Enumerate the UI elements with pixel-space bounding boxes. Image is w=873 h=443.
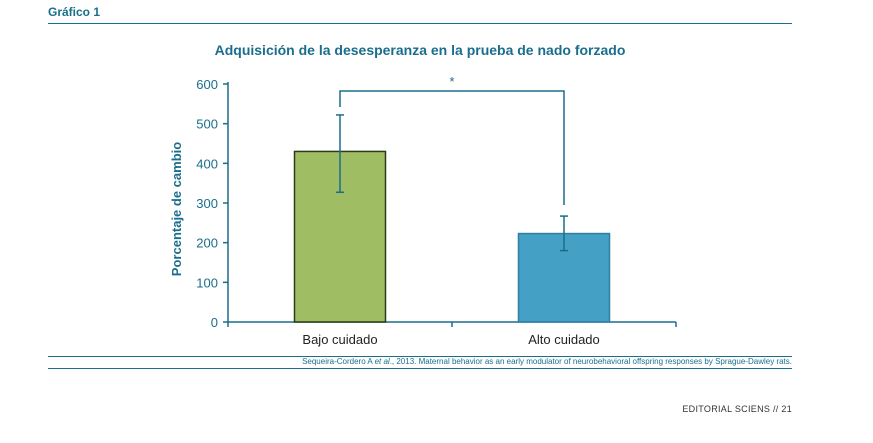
significance-label: * (449, 74, 454, 89)
figure-label: Gráfico 1 (48, 5, 101, 19)
chart-error-bars (336, 114, 568, 252)
source-etal: et al (374, 357, 390, 366)
source-prefix: Sequeira-Cordero A (302, 357, 375, 366)
x-tick-label: Alto cuidado (528, 332, 600, 347)
x-tick-label: Bajo cuidado (302, 332, 377, 347)
y-tick-label: 100 (196, 275, 218, 290)
y-tick-label: 400 (196, 156, 218, 171)
source-suffix: ., 2013. Maternal behavior as an early m… (389, 357, 792, 366)
y-tick-label: 200 (196, 236, 218, 251)
bottom-rule (48, 356, 792, 357)
chart-bars: Bajo cuidado Alto cuidado (293, 150, 611, 347)
bottom-rule-2 (48, 368, 792, 369)
page-footer: EDITORIAL SCIENS // 21 (682, 404, 792, 414)
significance-line (339, 90, 565, 205)
y-axis-label: Porcentaje de cambio (169, 142, 184, 276)
chart-title: Adquisición de la desesperanza en la pru… (214, 42, 626, 58)
y-tick-label: 600 (196, 77, 218, 92)
y-tick-label: 300 (196, 196, 218, 211)
y-tick-label: 500 (196, 117, 218, 132)
significance-bracket: * (339, 74, 565, 205)
source-citation: Sequeira-Cordero A et al., 2013. Materna… (302, 357, 792, 366)
y-tick-label: 0 (211, 315, 218, 330)
top-rule (48, 23, 792, 24)
